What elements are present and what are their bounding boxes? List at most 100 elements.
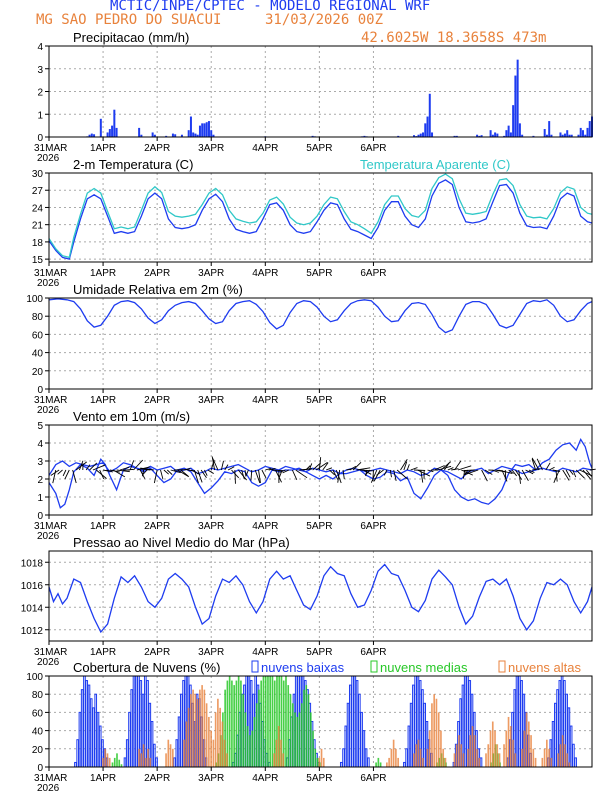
cloud-bar-baixas: [362, 730, 366, 768]
wind-arrow: [491, 469, 499, 473]
precip-bar: [201, 123, 204, 137]
wind-arrow: [62, 469, 67, 477]
cloud-bar-medias: [377, 757, 380, 767]
x-tick-label: 1APR: [90, 395, 116, 406]
wind-arrow: [518, 469, 521, 484]
x-tick-label: 4APR: [252, 395, 278, 406]
cloud-bar-baixas: [405, 748, 408, 768]
cloud-bar-baixas: [351, 675, 354, 768]
cloud-bar-baixas: [344, 725, 348, 768]
x-tick-label: 4APR: [252, 773, 278, 784]
cloud-bar-altas: [214, 712, 217, 767]
cloud-bar-medias: [118, 759, 121, 767]
cloud-bar-altas: [541, 757, 544, 767]
precip-bar: [165, 135, 168, 137]
wind-arrow: [207, 469, 214, 474]
cloud-bar-baixas: [367, 757, 370, 768]
cloud-bar-baixas: [74, 761, 77, 768]
cloud-bar-altas: [514, 753, 517, 767]
cloud-bar-altas: [455, 744, 458, 767]
cloud-bar-baixas: [96, 711, 100, 768]
cloud-bar-baixas: [130, 689, 134, 768]
wind-arrow: [373, 469, 381, 482]
cloud-bar-medias: [312, 730, 314, 767]
cloud-bar-medias: [251, 730, 254, 767]
precip-bar: [563, 133, 566, 137]
wind-arrow: [400, 458, 408, 471]
cloud-bar-baixas: [152, 743, 156, 768]
x-tick-label: 2APR: [144, 268, 170, 279]
cloud-bar-altas: [185, 721, 188, 767]
cloud-bar-altas: [171, 748, 174, 767]
precip-bar: [90, 133, 93, 137]
wind-arrow: [521, 469, 529, 481]
cloud-bar-altas: [221, 721, 224, 767]
cloud-bar-baixas: [128, 711, 131, 768]
clouds-title: Cobertura de Nuvens (%): [73, 660, 220, 675]
wind-arrow: [224, 464, 229, 471]
cloud-bar-medias: [246, 726, 249, 767]
pressure-grid: [49, 551, 592, 641]
cloud-bar-altas: [442, 748, 445, 767]
wind-arrow: [254, 469, 261, 484]
wind-arrow: [356, 467, 371, 471]
x-tick-label: 1APR: [90, 647, 116, 658]
cloud-bar-altas: [138, 748, 140, 767]
x-tick-label: 6APR: [360, 521, 386, 532]
cloud-bar-altas: [460, 744, 463, 767]
wind-arrow: [332, 469, 339, 480]
y-tick-label: 18: [32, 238, 44, 249]
rh-frame: [48, 297, 593, 390]
wind-arrow: [454, 460, 462, 471]
cloud-bar-altas: [437, 712, 440, 767]
temp-frame: [48, 172, 593, 263]
cloud-bar-medias: [291, 703, 294, 767]
wind-arrow: [112, 469, 126, 478]
cloud-bar-medias: [262, 676, 265, 767]
x-tick-label: 3APR: [198, 647, 224, 658]
precip-bar: [584, 134, 587, 137]
precip-bar: [194, 133, 197, 137]
cloud-bar-altas: [390, 748, 393, 767]
cloud-bar-altas: [104, 748, 107, 767]
station-coords: 42.6025W 18.3658S 473m: [361, 30, 547, 46]
wind-arrow: [525, 469, 534, 475]
pressure-line-0: [48, 563, 593, 634]
cloud-bar-altas: [478, 757, 481, 767]
y-tick-label: 40: [32, 349, 44, 360]
cloud-bar-altas: [566, 753, 568, 767]
precip-bar: [419, 133, 422, 137]
y-tick-label: 1: [37, 493, 43, 504]
precip-bar: [93, 134, 96, 137]
cloud-bar-baixas: [421, 689, 424, 768]
cloud-bar-altas: [205, 703, 208, 767]
cloud-bar-baixas: [353, 675, 357, 768]
wind-arrow: [50, 469, 60, 476]
chart-title: MCTIC/INPE/CPTEC - MODELO REGIONAL WRF: [110, 0, 431, 14]
cloud-bar-altas: [183, 739, 185, 767]
y-tick-label: 100: [26, 294, 43, 305]
cloud-bar-baixas: [551, 721, 555, 768]
wind-arrow: [250, 469, 253, 481]
rh-grid: [49, 298, 592, 389]
cloud-bar-medias: [260, 680, 263, 767]
cloud-bar-medias: [316, 757, 319, 767]
cloud-bar-baixas: [175, 739, 179, 768]
wind-arrow: [515, 469, 523, 480]
cloud-bar-altas: [419, 748, 422, 767]
cloud-bar-baixas: [76, 739, 80, 768]
x-tick-label: 6APR: [360, 143, 386, 154]
x-tick-label: 3APR: [198, 143, 224, 154]
cloud-bar-altas: [415, 744, 417, 767]
x-tick-label: 31MAR: [34, 143, 67, 154]
cloud-bar-altas: [392, 739, 395, 767]
wind-arrow: [437, 465, 452, 471]
x-tick-label-year: 2026: [37, 531, 60, 542]
cloud-bar-baixas: [403, 761, 406, 768]
cloud-bar-baixas: [364, 748, 368, 768]
cloud-bar-baixas: [346, 702, 350, 768]
wind-arrow: [245, 469, 249, 477]
y-tick-label: 0: [37, 385, 43, 396]
cloud-bar-baixas: [89, 698, 93, 768]
